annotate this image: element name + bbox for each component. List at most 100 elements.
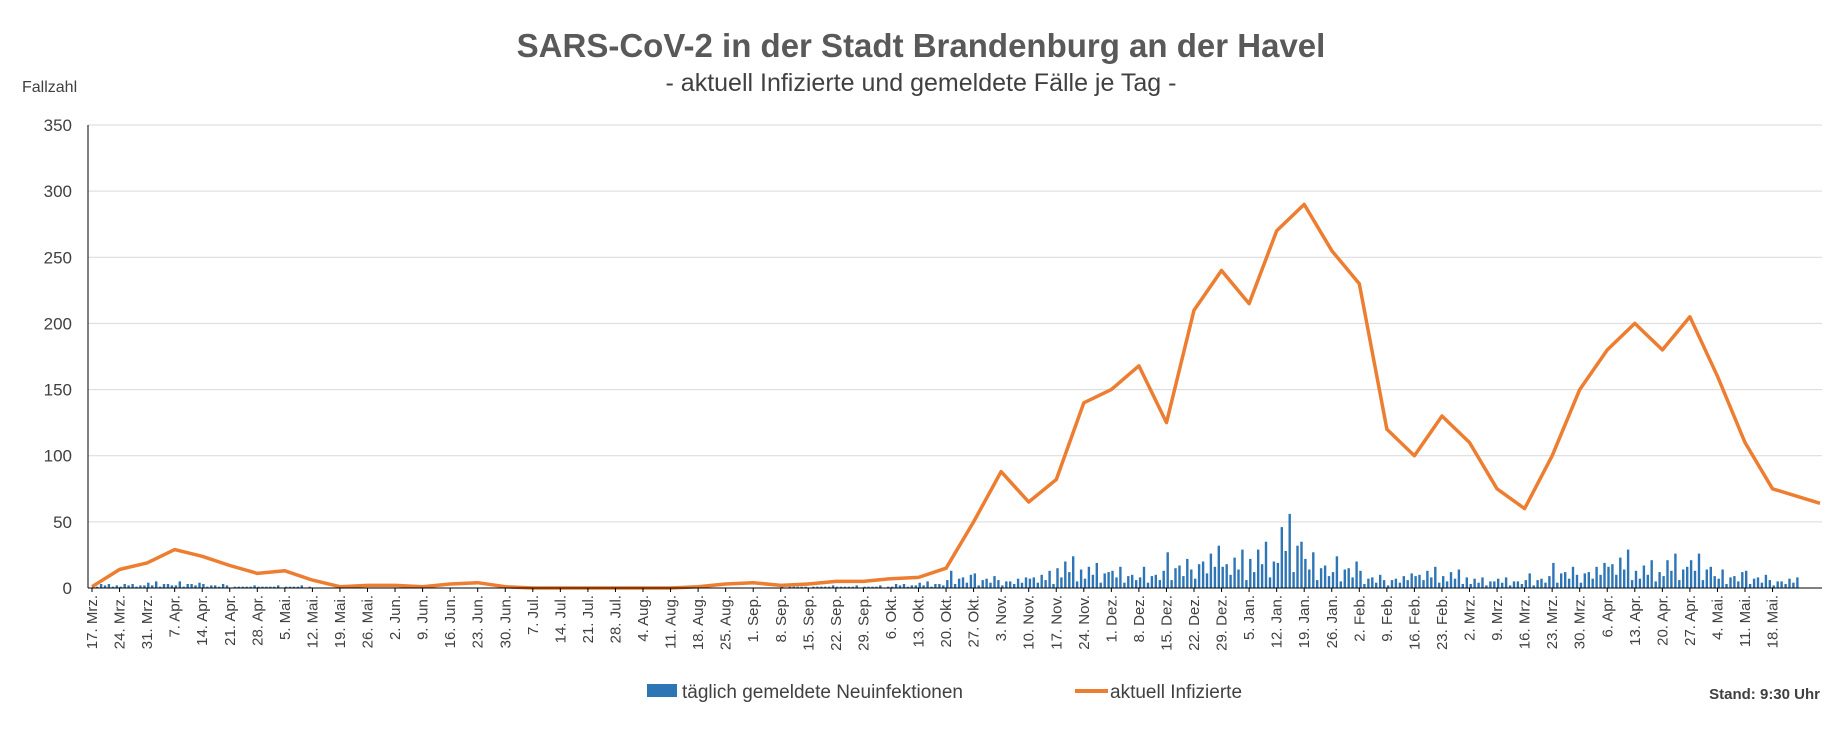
daily-bar	[1418, 574, 1421, 588]
x-tick-label: 20. Apr.	[1654, 595, 1671, 646]
daily-bar	[847, 586, 851, 588]
daily-bar	[1174, 568, 1177, 588]
daily-bar	[816, 586, 819, 588]
daily-bar	[1646, 574, 1649, 588]
daily-bar	[1465, 577, 1468, 588]
daily-bar	[788, 586, 791, 588]
daily-bar	[131, 584, 134, 588]
daily-bar	[221, 584, 225, 588]
daily-bar	[1792, 582, 1795, 588]
daily-bar	[973, 573, 976, 588]
daily-bar	[828, 586, 831, 588]
x-tick-label: 30. Mrz.	[1572, 595, 1589, 649]
x-tick-labels: 17. Mrz. 24. Mrz. 31. Mrz. 7. Apr. 14. Apr. 2…	[84, 588, 1782, 651]
x-tick-label: 23. Jun.	[470, 595, 487, 648]
daily-bar	[1028, 578, 1032, 588]
daily-bar	[202, 584, 205, 588]
daily-bar	[946, 580, 949, 588]
daily-bar	[139, 585, 142, 588]
daily-bar	[1327, 576, 1331, 588]
daily-bar	[1241, 549, 1244, 588]
daily-bar	[284, 586, 288, 588]
daily-bar	[1445, 581, 1449, 588]
daily-bar	[1504, 577, 1508, 588]
daily-bar	[99, 584, 103, 588]
x-tick-label: 16. Jun.	[442, 595, 459, 648]
daily-bar	[225, 585, 229, 588]
daily-bar	[1764, 574, 1768, 588]
y-tick-label: 200	[44, 314, 72, 333]
daily-bar	[123, 584, 126, 588]
daily-bar	[981, 580, 984, 588]
daily-bar	[1123, 582, 1126, 588]
daily-bar	[1489, 581, 1492, 588]
daily-bar	[938, 584, 941, 588]
daily-bar	[1481, 577, 1484, 588]
daily-bar	[1075, 581, 1079, 588]
daily-bar	[249, 586, 252, 588]
daily-bar	[269, 586, 272, 588]
daily-bar	[1552, 562, 1555, 588]
x-tick-label: 4. Aug.	[635, 595, 652, 642]
daily-bar	[898, 585, 902, 588]
daily-bar	[111, 586, 115, 588]
daily-bar	[300, 585, 303, 588]
daily-bar	[1040, 574, 1043, 588]
x-tick-label: 28. Apr.	[249, 595, 266, 646]
daily-bar	[1473, 578, 1476, 588]
daily-bar	[1709, 566, 1712, 588]
daily-bar	[879, 585, 882, 588]
daily-bar	[119, 586, 122, 588]
daily-bar	[1375, 582, 1378, 588]
daily-bar	[1323, 565, 1327, 588]
daily-bar	[934, 584, 937, 588]
daily-bar	[1453, 578, 1457, 588]
daily-bar	[906, 586, 910, 588]
daily-bar	[257, 586, 260, 588]
daily-bar	[273, 586, 276, 588]
daily-bar	[1516, 581, 1520, 588]
x-tick-label: 7. Jul.	[525, 595, 542, 635]
daily-bar	[1741, 572, 1744, 588]
daily-bar	[1111, 570, 1114, 588]
y-tick-label: 300	[44, 182, 72, 201]
daily-bar	[1331, 572, 1335, 588]
daily-bar	[1674, 553, 1677, 588]
x-tick-label: 2. Jun.	[387, 595, 404, 640]
x-tick-label: 28. Jul.	[607, 595, 624, 643]
daily-bar	[891, 586, 894, 588]
daily-bar	[241, 586, 244, 588]
x-tick-label: 8. Sep.	[773, 595, 790, 643]
daily-bar	[1016, 578, 1020, 588]
daily-bar	[1666, 560, 1669, 588]
daily-bar	[961, 577, 965, 588]
daily-bar	[253, 585, 256, 588]
daily-bar	[835, 586, 839, 588]
daily-bar	[1272, 561, 1276, 588]
daily-bar	[186, 584, 189, 588]
daily-bar	[1575, 574, 1579, 588]
daily-bar	[804, 586, 807, 588]
x-tick-label: 9. Mrz.	[1489, 595, 1506, 641]
daily-bar	[1449, 572, 1453, 588]
daily-bar	[1748, 584, 1752, 588]
daily-bar	[237, 586, 240, 588]
daily-bar	[151, 585, 154, 588]
x-tick-label: 29. Sep.	[855, 595, 872, 651]
daily-bar	[831, 585, 835, 588]
daily-bar	[1079, 569, 1083, 588]
x-tick-label: 1. Sep.	[745, 595, 762, 643]
daily-bar	[997, 580, 1000, 588]
daily-bar	[1434, 566, 1437, 588]
daily-bar	[1264, 541, 1268, 588]
chart-title: SARS-CoV-2 in der Stadt Brandenburg an d…	[517, 27, 1326, 64]
daily-bar	[1579, 582, 1583, 588]
daily-bar	[1642, 565, 1646, 588]
daily-bar	[1567, 578, 1571, 588]
x-tick-label: 8. Dez.	[1131, 595, 1148, 643]
daily-bar	[1044, 580, 1047, 588]
daily-bar	[792, 586, 795, 588]
daily-bar	[977, 585, 980, 588]
daily-bar	[166, 584, 170, 588]
x-tick-label: 14. Jul.	[552, 595, 569, 643]
